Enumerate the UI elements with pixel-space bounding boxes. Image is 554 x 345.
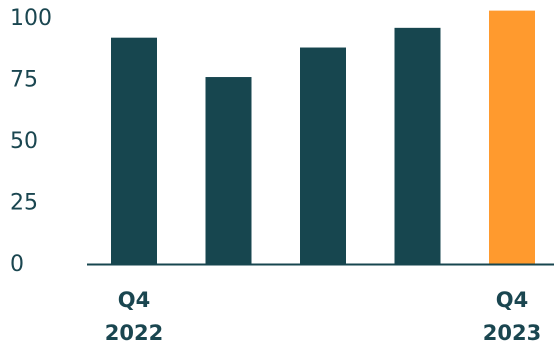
bars bbox=[111, 10, 535, 265]
bar bbox=[111, 37, 157, 265]
y-tick-label: 75 bbox=[10, 68, 38, 93]
bar bbox=[205, 77, 252, 264]
bar bbox=[394, 27, 441, 265]
y-tick-label: 100 bbox=[10, 6, 52, 31]
bar bbox=[489, 10, 535, 265]
x-axis: Q4 2022 Q4 2023 bbox=[105, 288, 541, 345]
y-tick-label: 0 bbox=[10, 252, 24, 277]
bar bbox=[300, 47, 346, 264]
y-tick-label: 25 bbox=[10, 191, 38, 216]
y-axis: 0 25 50 75 100 bbox=[10, 6, 52, 277]
x-tick-label: 2022 bbox=[105, 321, 163, 345]
y-tick-label: 50 bbox=[10, 129, 38, 154]
x-tick-label: Q4 bbox=[118, 288, 150, 312]
x-tick-label: 2023 bbox=[483, 321, 541, 345]
x-tick-label: Q4 bbox=[496, 288, 528, 312]
